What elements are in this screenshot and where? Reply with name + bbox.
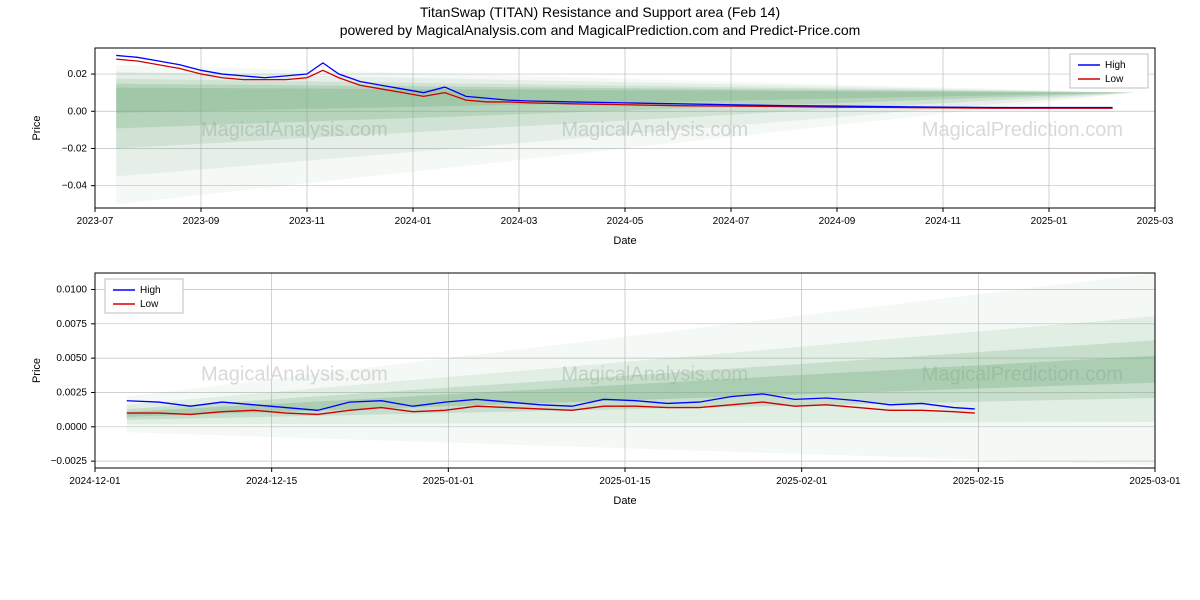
- svg-text:2025-01-15: 2025-01-15: [599, 476, 651, 487]
- y-axis-label: Price: [31, 115, 43, 140]
- svg-text:2024-12-15: 2024-12-15: [246, 476, 298, 487]
- y-axis-label: Price: [31, 358, 43, 383]
- chart-stack: 2023-07 2023-09 2023-11 2024-01 2024-03 2024-…: [0, 38, 1200, 523]
- legend-high: High: [140, 285, 161, 296]
- x-axis-label: Date: [613, 495, 636, 507]
- svg-text:2023-07: 2023-07: [77, 216, 114, 227]
- main-title: TitanSwap (TITAN) Resistance and Support…: [0, 4, 1200, 20]
- sub-title: powered by MagicalAnalysis.com and Magic…: [0, 22, 1200, 38]
- chart-titles: TitanSwap (TITAN) Resistance and Support…: [0, 0, 1200, 38]
- svg-text:2025-01: 2025-01: [1031, 216, 1068, 227]
- svg-text:2024-03: 2024-03: [501, 216, 538, 227]
- svg-text:0.00: 0.00: [68, 106, 88, 117]
- svg-text:2024-12-01: 2024-12-01: [69, 476, 121, 487]
- svg-text:2024-11: 2024-11: [925, 216, 961, 227]
- chart-1: 2023-07 2023-09 2023-11 2024-01 2024-03 2024-…: [5, 38, 1195, 263]
- svg-text:2025-03: 2025-03: [1137, 216, 1174, 227]
- chart-2: 2024-12-01 2024-12-15 2025-01-01 2025-01-15…: [5, 263, 1195, 523]
- svg-text:2025-02-01: 2025-02-01: [776, 476, 828, 487]
- svg-text:2025-02-15: 2025-02-15: [953, 476, 1005, 487]
- svg-text:MagicalPrediction.com: MagicalPrediction.com: [922, 119, 1123, 141]
- svg-text:2024-07: 2024-07: [713, 216, 750, 227]
- svg-text:2025-03-01: 2025-03-01: [1129, 476, 1181, 487]
- svg-text:−0.04: −0.04: [62, 181, 88, 192]
- svg-text:0.0100: 0.0100: [56, 284, 87, 295]
- chart-2-wrap: 2024-12-01 2024-12-15 2025-01-01 2025-01-15…: [5, 263, 1195, 523]
- svg-text:0.0075: 0.0075: [56, 319, 87, 330]
- svg-text:0.0050: 0.0050: [56, 353, 87, 364]
- legend-high: High: [1105, 60, 1126, 71]
- x-axis-label: Date: [613, 235, 636, 247]
- svg-text:2025-01-01: 2025-01-01: [423, 476, 475, 487]
- svg-text:0.0000: 0.0000: [56, 422, 87, 433]
- svg-text:−0.02: −0.02: [62, 143, 88, 154]
- legend-low: Low: [140, 299, 159, 310]
- chart-1-wrap: 2023-07 2023-09 2023-11 2024-01 2024-03 2024-…: [5, 38, 1195, 263]
- svg-text:−0.0025: −0.0025: [51, 456, 88, 467]
- svg-text:2023-11: 2023-11: [289, 216, 325, 227]
- legend-low: Low: [1105, 74, 1124, 85]
- svg-text:0.02: 0.02: [68, 69, 88, 80]
- svg-text:2023-09: 2023-09: [183, 216, 220, 227]
- svg-text:2024-09: 2024-09: [819, 216, 856, 227]
- svg-text:0.0025: 0.0025: [56, 387, 87, 398]
- svg-text:2024-05: 2024-05: [607, 216, 644, 227]
- svg-text:2024-01: 2024-01: [395, 216, 432, 227]
